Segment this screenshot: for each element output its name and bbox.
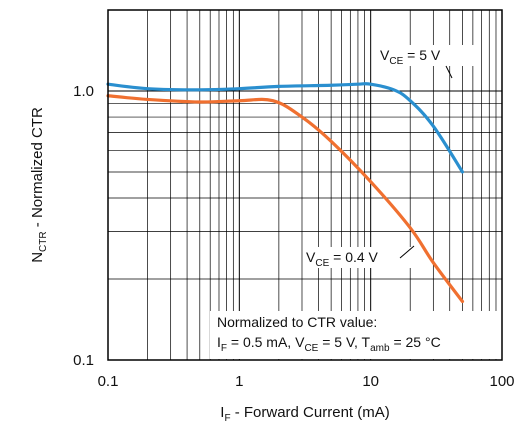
series-label-vce-0-4v: VCE = 0.4 V (306, 249, 379, 269)
text-part: = 0.5 mA, V (227, 334, 305, 350)
annotation-bg (210, 311, 502, 359)
text-part: - Forward Current (mA) (231, 404, 390, 421)
axis-titles: IF - Forward Current (mA)NCTR - Normaliz… (29, 107, 390, 424)
subscript: CE (304, 343, 318, 354)
subscript: CTR (38, 231, 49, 252)
grid (108, 10, 502, 360)
subscript: amb (370, 343, 390, 354)
annotation-line-1: Normalized to CTR value: (217, 314, 377, 330)
y-axis-title: NCTR - Normalized CTR (29, 107, 49, 263)
subscript: CE (389, 56, 403, 67)
x-tick-label: 1 (235, 373, 243, 390)
subscript: F (221, 343, 227, 354)
text-part: = 5 V, T (318, 334, 370, 350)
series-line-vce-5v (106, 82, 465, 174)
x-axis-title: IF - Forward Current (mA) (220, 404, 389, 424)
x-tick-label: 0.1 (98, 373, 119, 390)
annotation-line-2: IF = 0.5 mA, VCE = 5 V, Tamb = 25 °C (217, 334, 441, 354)
subscript: CE (315, 258, 329, 269)
text-part: N (29, 252, 46, 263)
text-part: = 0.4 V (329, 249, 378, 265)
series-layer (106, 82, 465, 304)
text-part: - Normalized CTR (29, 107, 46, 231)
series-label-vce-5v: VCE = 5 V (380, 47, 441, 67)
text-part: I (220, 404, 224, 421)
annotation-box: Normalized to CTR value: IF = 0.5 mA, VCE… (210, 311, 502, 359)
plot-frame (107, 9, 503, 361)
series-label-leader (445, 65, 453, 79)
subscript: F (224, 413, 230, 424)
x-tick-label: 10 (362, 373, 379, 390)
text-part: V (306, 249, 316, 265)
text-part: = 25 °C (390, 334, 441, 350)
tick-labels: 0.1 1 10 100 0.1 1.0 (73, 83, 514, 390)
text-part: = 5 V (403, 47, 441, 63)
text-part: V (380, 47, 390, 63)
series-label-bg (303, 247, 411, 268)
text-part: I (217, 334, 221, 350)
series-line-vce-0-4v (106, 94, 465, 304)
y-tick-label: 0.1 (73, 352, 94, 369)
y-tick-label: 1.0 (73, 83, 94, 100)
series-label-bg (377, 45, 477, 66)
x-tick-label: 100 (489, 373, 514, 390)
series-label-leader (399, 245, 415, 259)
